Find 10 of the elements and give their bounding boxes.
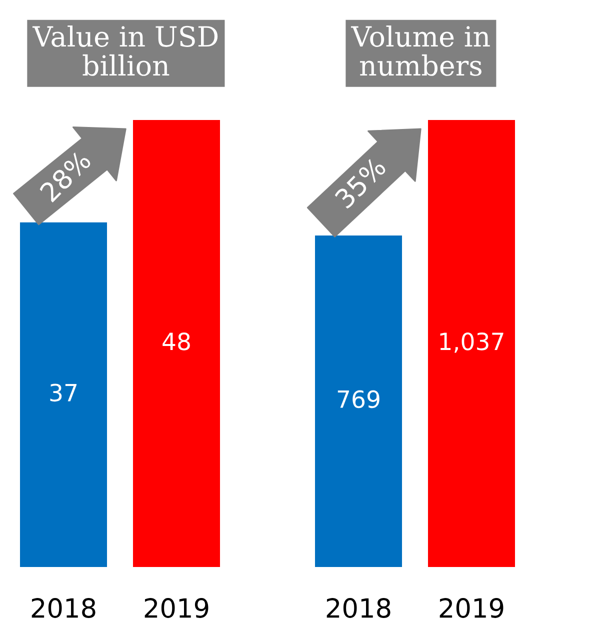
data-label: 769 <box>338 390 380 408</box>
chart-title: Volume in numbers <box>350 25 490 76</box>
data-label: 37 <box>50 384 77 402</box>
data-label: 48 <box>162 332 190 350</box>
x-tick-label: 2019 <box>440 598 504 618</box>
chart-title: Value in USD billion <box>32 25 218 76</box>
x-tick-label: 2018 <box>326 598 390 618</box>
x-tick-label: 2018 <box>32 598 96 618</box>
x-tick-label: 2019 <box>144 598 208 618</box>
data-label: 1,037 <box>440 332 504 353</box>
